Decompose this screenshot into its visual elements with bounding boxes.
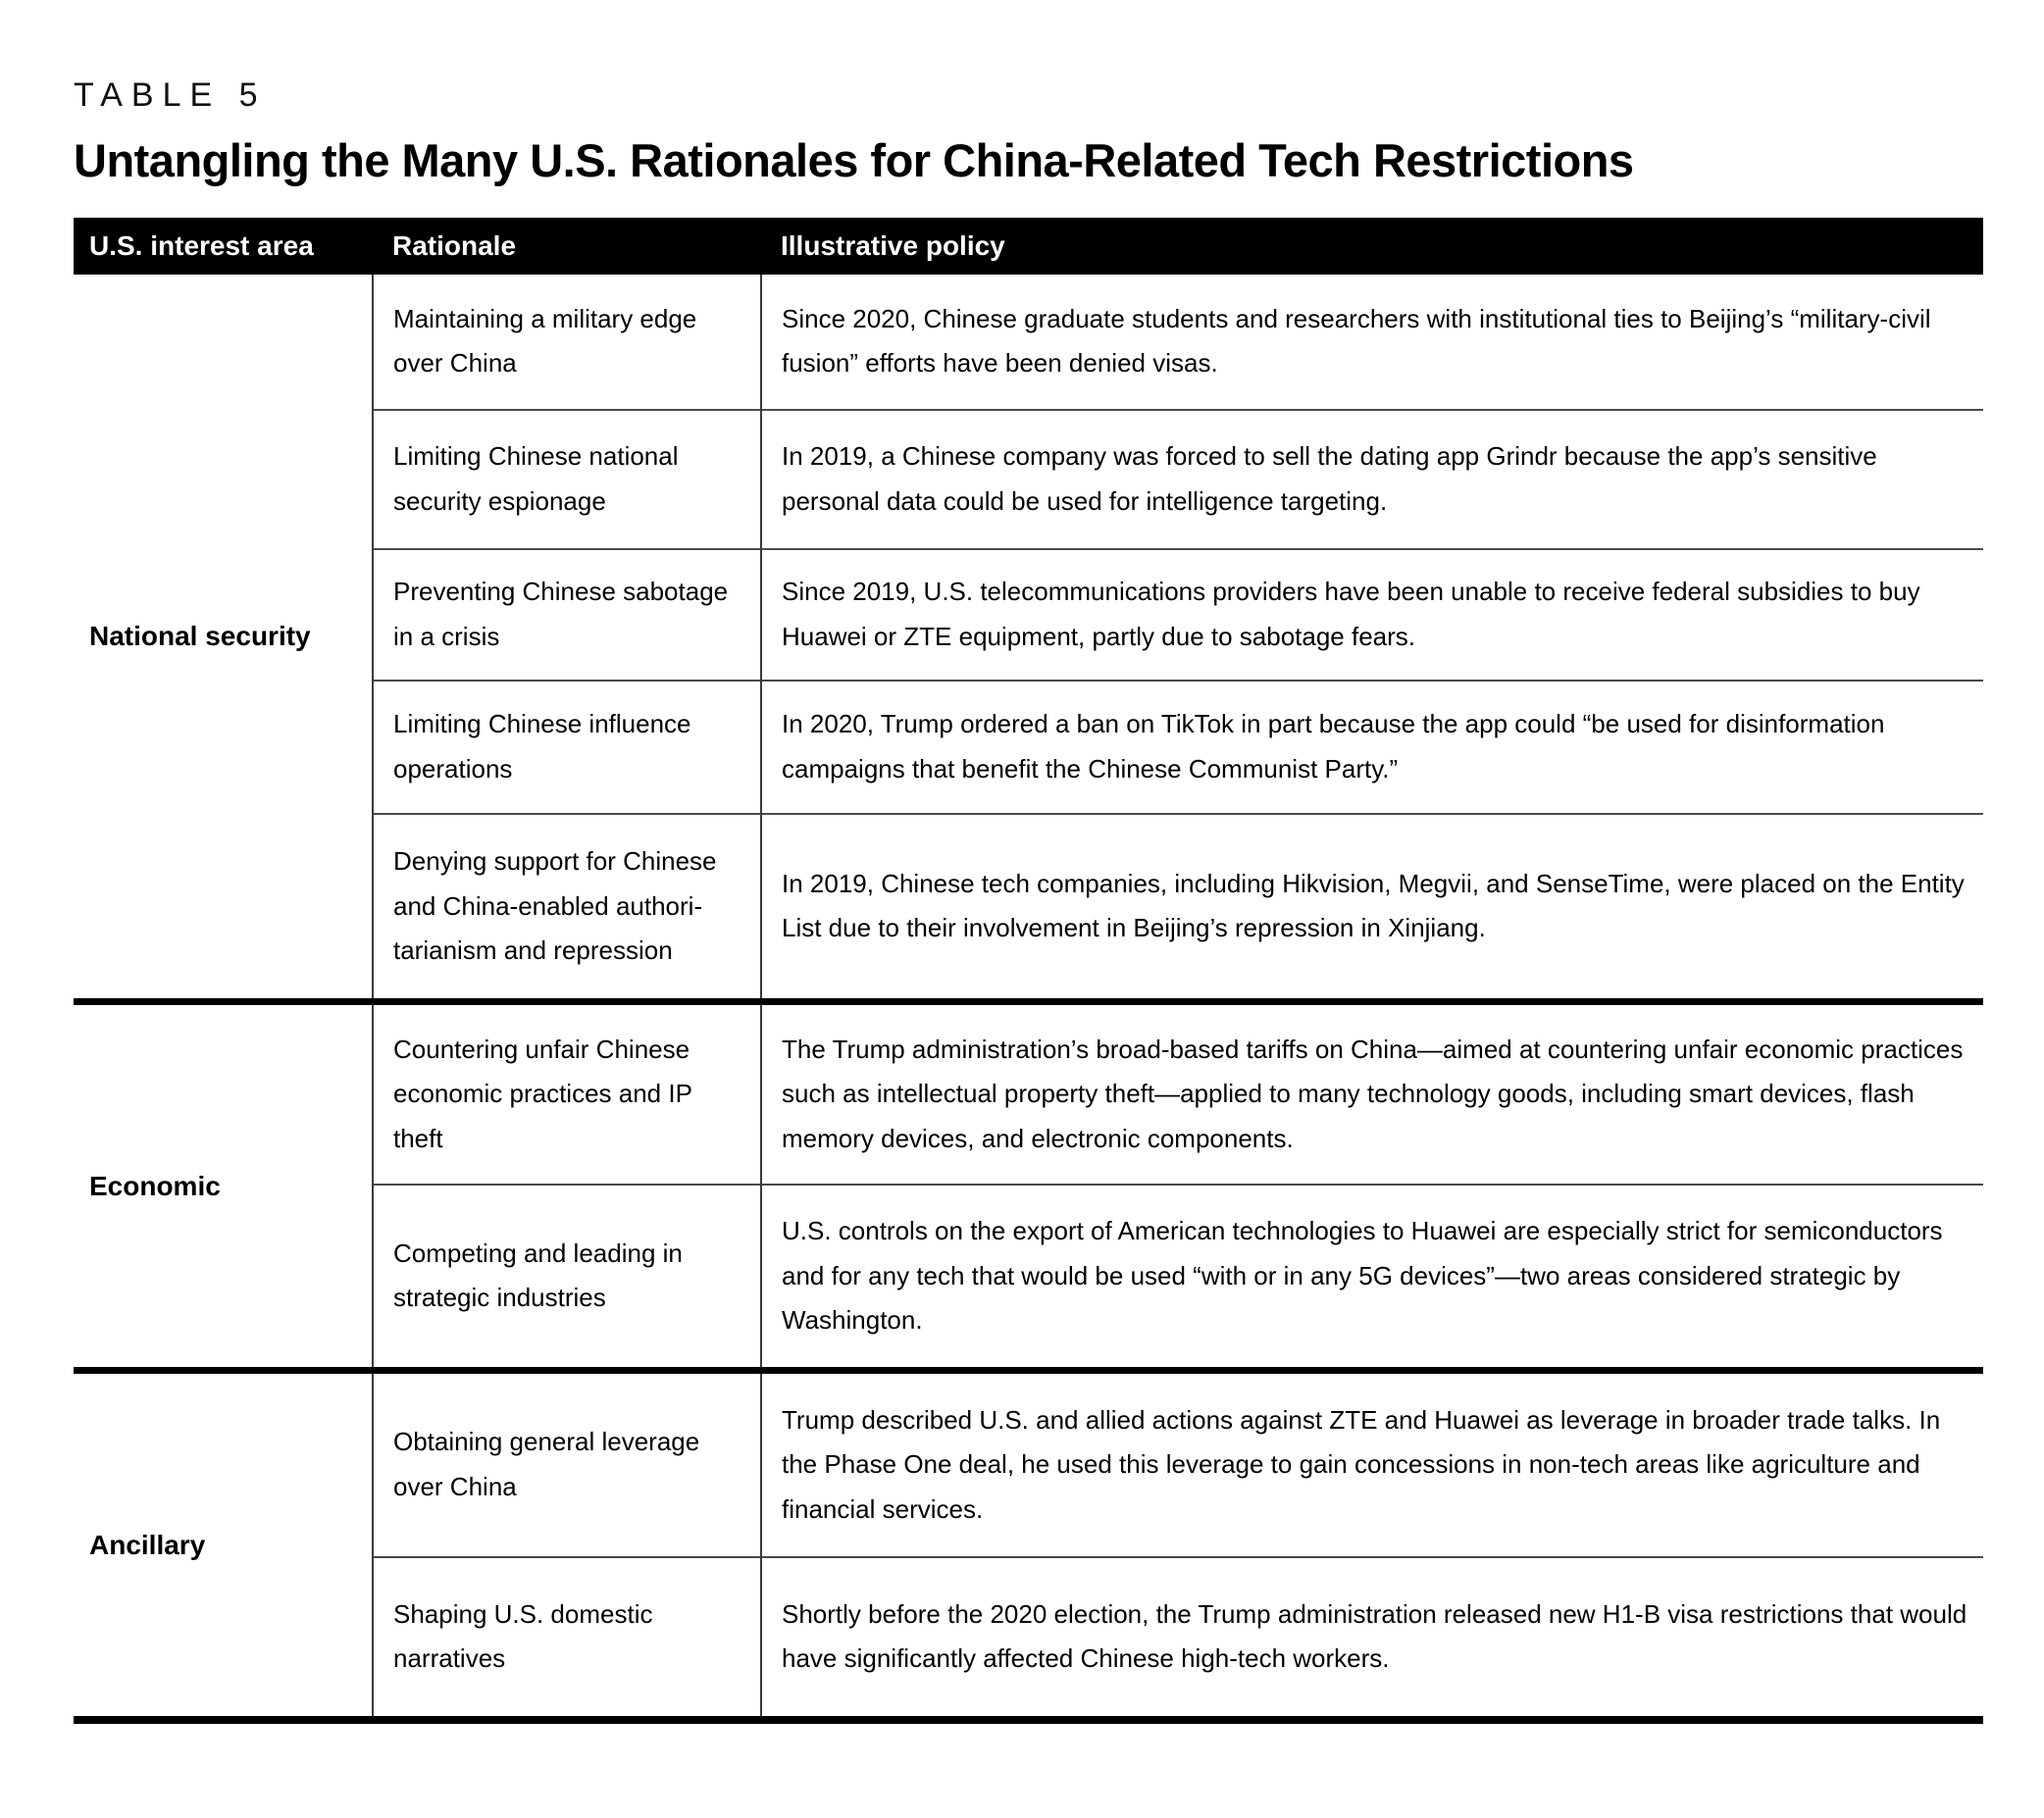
rationale-cell: Preventing Chinese sabotage in a crisis (372, 547, 761, 681)
document-page: TABLE 5 Untangling the Many U.S. Rationa… (74, 76, 1983, 1724)
rationale-cell: Limiting Chinese national security espio… (372, 408, 761, 549)
rationale-cell: Competing and leading in strategic indus… (372, 1183, 761, 1371)
interest-area-cell: National security (89, 621, 311, 652)
rationale-cell: Denying support for Chinese and China-en… (372, 812, 761, 1002)
table-row: Denying support for Chinese and China-en… (74, 812, 1983, 1002)
table-row: Limiting Chinese national security espio… (74, 408, 1983, 549)
table-row: National security Maintaining a military… (74, 274, 1983, 651)
policy-cell: Since 2020, Chinese graduate students an… (760, 274, 1983, 410)
rationale-cell: Maintaining a military edge over China (372, 274, 761, 410)
table-kicker: TABLE 5 (74, 76, 267, 114)
policy-table: U.S. interest area Rationale Illustrativ… (74, 217, 1983, 1724)
table-row: Competing and leading in strategic indus… (74, 1183, 1983, 1371)
rationale-cell: Obtaining general leverage over China (372, 1367, 761, 1557)
interest-area-cell: Ancillary (74, 1367, 373, 1720)
table-row: Preventing Chinese sabotage in a crisis … (74, 547, 1983, 681)
column-header-interest-area: U.S. interest area (74, 217, 373, 275)
policy-cell: Trump described U.S. and allied actions … (760, 1367, 1983, 1557)
rationale-cell: Countering unfair Chinese economic pract… (372, 998, 761, 1185)
rationale-cell: Shaping U.S. domestic narratives (372, 1555, 761, 1720)
rationale-cell: Limiting Chinese influence operations (372, 679, 761, 814)
page-title: Untangling the Many U.S. Rationales for … (74, 134, 1634, 186)
table-row: Economic Countering unfair Chinese econo… (74, 998, 1983, 1371)
policy-cell: The Trump administration’s broad-based t… (760, 998, 1983, 1185)
policy-cell: In 2019, Chinese tech companies, includi… (760, 812, 1983, 1002)
table-header-row: U.S. interest area Rationale Illustrativ… (74, 217, 1983, 275)
policy-cell: In 2019, a Chinese company was forced to… (760, 408, 1983, 549)
column-header-rationale: Rationale (373, 217, 761, 275)
policy-cell: U.S. controls on the export of American … (760, 1183, 1983, 1371)
table-row: Ancillary Obtaining general leverage ove… (74, 1367, 1983, 1720)
interest-area-cell: Economic (74, 998, 373, 1371)
column-header-illustrative-policy: Illustrative policy (761, 217, 1983, 275)
table-row: Shaping U.S. domestic narratives Shortly… (74, 1555, 1983, 1720)
policy-cell: Since 2019, U.S. telecommunications prov… (760, 547, 1983, 681)
policy-cell: In 2020, Trump ordered a ban on TikTok i… (760, 679, 1983, 814)
table-row: Limiting Chinese influence operations In… (74, 679, 1983, 814)
policy-cell: Shortly before the 2020 election, the Tr… (760, 1555, 1983, 1720)
